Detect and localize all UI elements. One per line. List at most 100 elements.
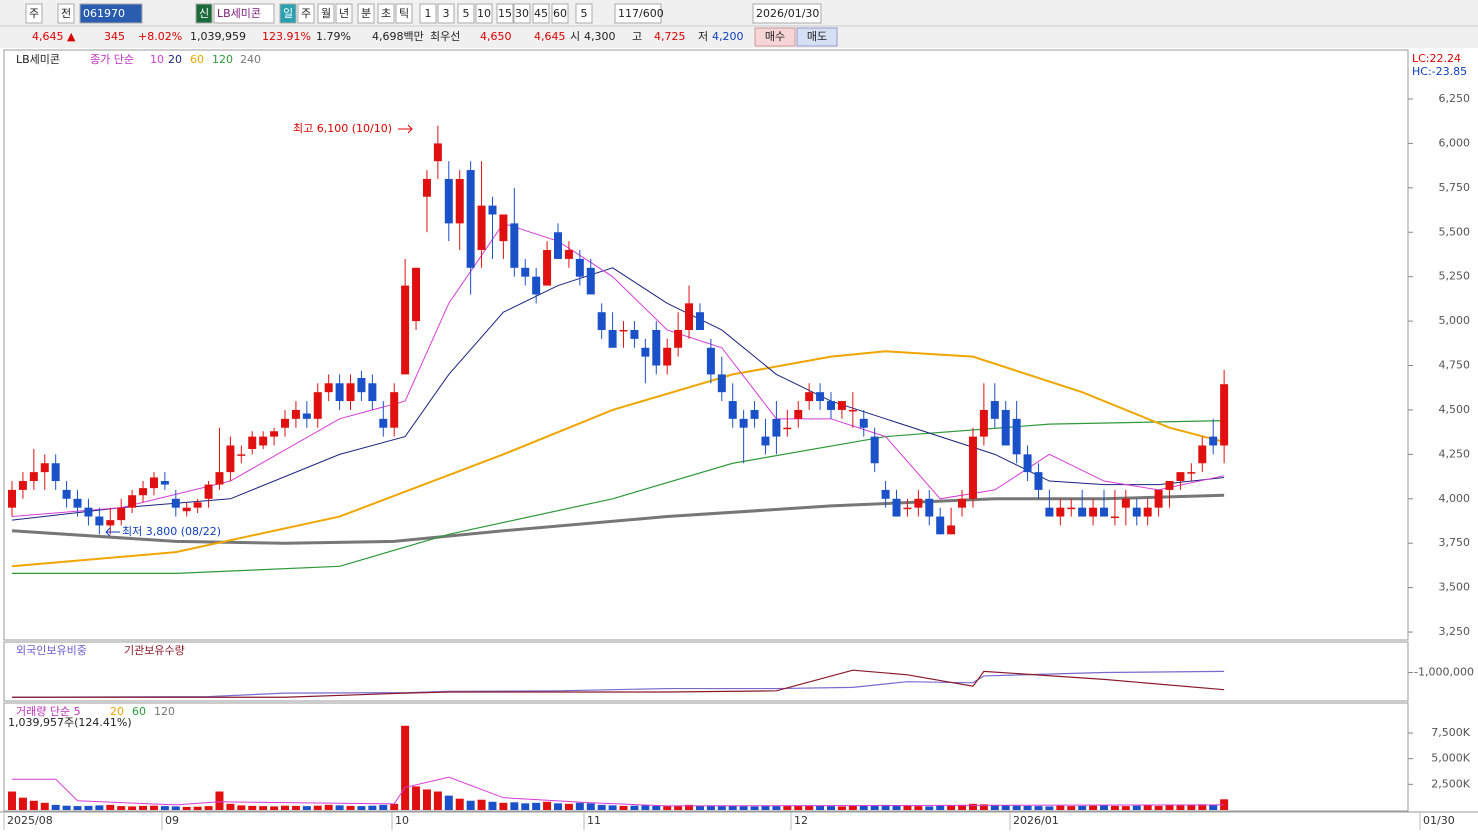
- toolbar-button[interactable]: [437, 3, 455, 24]
- candle-body: [1176, 472, 1185, 482]
- toolbar-button[interactable]: [475, 3, 493, 24]
- toolbar-button[interactable]: [513, 3, 531, 24]
- toolbar-button[interactable]: [551, 3, 569, 24]
- low-note: 최저 3,800 (08/22): [122, 525, 221, 538]
- price-name: LB세미콘: [16, 53, 60, 66]
- toolbar-button[interactable]: [575, 3, 593, 24]
- candle-body: [182, 507, 191, 512]
- volume-bar: [914, 806, 923, 810]
- volume-bar: [1023, 805, 1032, 810]
- volume-bar: [259, 806, 268, 810]
- toolbar-button[interactable]: [377, 3, 395, 24]
- candle-body: [455, 178, 464, 224]
- toolbar-button[interactable]: [457, 3, 475, 24]
- toolbar-button[interactable]: [395, 3, 413, 24]
- volume-bar: [8, 791, 16, 810]
- candle-body: [401, 285, 410, 375]
- volume-bar: [925, 806, 934, 810]
- toolbar-button[interactable]: [317, 3, 335, 24]
- candle-body: [794, 409, 803, 419]
- volume-bar: [368, 805, 377, 810]
- candle-body: [1034, 472, 1043, 490]
- inst-label: 기관보유수량: [124, 644, 185, 657]
- quote-field: 4,650: [480, 30, 512, 43]
- volume-bar: [95, 805, 104, 810]
- volume-bar: [990, 804, 999, 810]
- toolbar-button[interactable]: [496, 3, 514, 24]
- foreign-line: [11, 670, 1225, 698]
- candle-body: [674, 329, 683, 348]
- volume-bar: [685, 804, 694, 810]
- candle-body: [717, 374, 726, 393]
- candle-body: [281, 418, 289, 428]
- toolbar-label: 45: [534, 7, 548, 20]
- volume-bar: [761, 805, 770, 810]
- toolbar-button[interactable]: [357, 3, 375, 24]
- candle-body: [237, 454, 246, 456]
- candle-body: [379, 418, 388, 428]
- volume-bar: [608, 805, 617, 810]
- candle-body: [554, 232, 562, 259]
- toolbar-label: 30: [515, 7, 529, 20]
- candle-body: [106, 520, 115, 526]
- candle-body: [40, 463, 49, 473]
- volume-bar: [171, 806, 180, 810]
- toolbar-button[interactable]: [195, 3, 213, 24]
- toolbar-button[interactable]: [614, 3, 662, 24]
- volume-bar: [619, 805, 628, 810]
- toolbar-button[interactable]: [25, 3, 43, 24]
- sell-label[interactable]: 매도: [807, 30, 827, 43]
- candle-body: [204, 484, 213, 499]
- toolbar-button[interactable]: [752, 3, 822, 24]
- toolbar-button[interactable]: [79, 3, 143, 24]
- candle-body: [521, 267, 530, 277]
- volume-bar: [1154, 805, 1163, 810]
- candle-body: [270, 431, 279, 437]
- candle-body: [750, 409, 759, 419]
- candle-body: [1078, 507, 1087, 517]
- candle-body: [510, 223, 519, 268]
- toolbar-label: 주: [29, 7, 39, 20]
- y-tick-label: 4,750: [1439, 359, 1471, 372]
- y-tick-label: 5,000K: [1431, 752, 1470, 765]
- toolbar-button[interactable]: [57, 3, 75, 24]
- y-tick-label: 5,500: [1439, 225, 1471, 238]
- volume-bar: [433, 791, 442, 810]
- volume-bar: [357, 806, 366, 810]
- volume-bar: [892, 805, 901, 810]
- date-label: 10: [395, 814, 409, 827]
- toolbar-label: 5: [463, 7, 470, 20]
- quote-field: 최우선: [430, 30, 460, 43]
- toolbar-button[interactable]: [335, 3, 353, 24]
- volume-bar: [652, 805, 661, 810]
- y-tick-label: 2,500K: [1431, 777, 1470, 790]
- volume-bar: [554, 803, 562, 810]
- candle-body: [663, 347, 672, 366]
- buy-button[interactable]: [754, 27, 796, 47]
- volume-bar: [717, 805, 726, 810]
- candle-body: [302, 413, 311, 419]
- toolbar-label: 초: [381, 7, 391, 20]
- toolbar-button[interactable]: [297, 3, 315, 24]
- ma-period: 10: [150, 53, 164, 66]
- toolbar-button[interactable]: [279, 3, 297, 24]
- ma10-line: [11, 222, 1225, 518]
- toolbar-button[interactable]: [532, 3, 550, 24]
- volume-bar: [870, 805, 879, 810]
- toolbar-label: 전: [61, 7, 71, 20]
- volume-bar: [149, 805, 158, 810]
- candle-body: [1165, 481, 1174, 490]
- volume-bar: [1045, 806, 1054, 810]
- candle-body: [641, 347, 650, 357]
- candle-body: [968, 436, 977, 499]
- volume-bar: [1209, 804, 1218, 810]
- volume-bar: [1056, 805, 1065, 810]
- volume-label: 거래량 단순 5: [16, 705, 81, 718]
- candle-body: [1012, 418, 1021, 455]
- buy-label[interactable]: 매수: [765, 30, 785, 43]
- candle-body: [477, 205, 486, 251]
- toolbar-button[interactable]: [419, 3, 437, 24]
- toolbar-button[interactable]: [213, 3, 275, 24]
- sell-button[interactable]: [796, 27, 838, 47]
- volume-bar: [510, 802, 519, 810]
